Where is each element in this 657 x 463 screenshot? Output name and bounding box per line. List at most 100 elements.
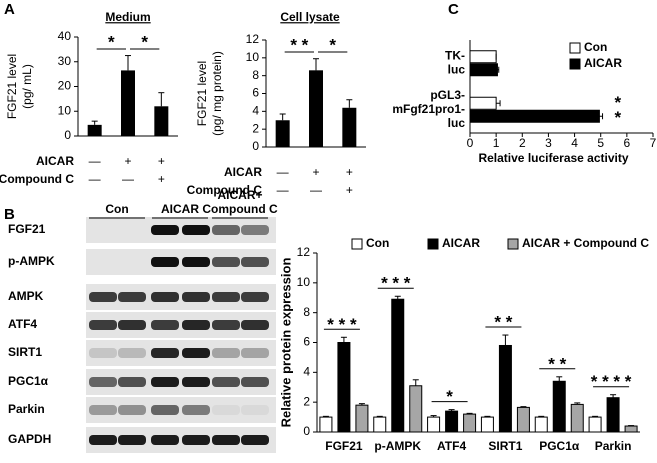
blot-band	[151, 377, 179, 387]
blot-strip	[86, 340, 276, 366]
significance-label: *	[446, 387, 453, 406]
y-axis-label: (pg/ mg protein)	[210, 51, 224, 136]
treatment-label: AICAR	[224, 165, 262, 179]
blot-row-label: ATF4	[8, 317, 37, 331]
blot-band	[241, 435, 269, 445]
blot-band	[118, 348, 146, 358]
x-tick-label: PGC1α	[539, 439, 580, 453]
bar	[427, 416, 441, 433]
blot-band	[241, 348, 269, 358]
blot-band	[212, 320, 240, 330]
blot-band	[182, 435, 210, 445]
treatment-mark: +	[158, 172, 165, 186]
bar	[275, 120, 290, 147]
blot-band	[212, 257, 240, 267]
x-tick-label: 4	[571, 136, 578, 150]
significance-label: * *	[548, 354, 566, 373]
legend-swatch	[427, 238, 439, 250]
blot-band	[89, 435, 117, 445]
y-axis-label: Relative protein expression	[278, 258, 293, 428]
x-tick-label: 7	[650, 136, 657, 150]
legend-swatch	[507, 238, 519, 250]
bar	[342, 107, 357, 147]
y-tick-label: 0	[252, 139, 259, 153]
x-tick-label: Parkin	[595, 439, 632, 453]
blot-column-label: Compound C	[202, 202, 278, 216]
treatment-label: AICAR	[36, 154, 74, 168]
blot-row-label: FGF21	[8, 222, 46, 236]
blot-band	[182, 320, 210, 330]
y-tick-label: mFgf21pro1-	[392, 102, 465, 116]
treatment-mark: +	[346, 165, 353, 179]
y-tick-label: 4	[252, 104, 259, 118]
blot-band	[151, 225, 179, 235]
blot-band	[118, 377, 146, 387]
significance-label: * *	[615, 93, 622, 127]
x-tick-label: 5	[597, 136, 604, 150]
treatment-mark: +	[124, 154, 131, 168]
y-tick-label: 6	[252, 86, 259, 100]
blot-column-label: AICAR	[161, 202, 199, 216]
x-tick-label: 1	[493, 136, 500, 150]
y-axis-label: FGF21 level	[195, 61, 209, 126]
bar	[606, 397, 620, 433]
y-tick-label: 0	[64, 128, 71, 142]
bar	[154, 106, 169, 136]
bar	[624, 425, 638, 433]
blot-band	[118, 405, 146, 415]
significance-label: * * *	[327, 315, 357, 334]
legend-swatch	[351, 238, 363, 250]
blot-band	[89, 292, 117, 302]
legend-label: AICAR	[584, 56, 622, 70]
legend-label: AICAR	[442, 236, 480, 250]
blot-row-label: PGC1α	[8, 374, 49, 388]
blot-band	[151, 405, 179, 415]
blot-band	[118, 320, 146, 330]
y-tick-label: luc	[448, 116, 466, 130]
y-tick-label: pGL3-	[430, 88, 465, 102]
panel-label: A	[4, 1, 15, 18]
bar	[516, 406, 530, 433]
blot-band	[89, 405, 117, 415]
blot-band	[212, 292, 240, 302]
bar	[469, 96, 497, 110]
bar	[409, 385, 423, 433]
x-tick-label: SIRT1	[488, 439, 522, 453]
blot-band	[182, 377, 210, 387]
blot-row-label: SIRT1	[8, 345, 42, 359]
x-tick-label: FGF21	[325, 439, 363, 453]
blot-band	[241, 320, 269, 330]
significance-label: * *	[290, 35, 308, 54]
bar	[319, 416, 333, 433]
bar	[570, 403, 584, 433]
y-tick-label: 4	[303, 365, 310, 379]
bar	[498, 344, 512, 433]
bar	[552, 380, 566, 433]
bar	[445, 410, 459, 433]
treatment-mark: +	[158, 154, 165, 168]
bar	[337, 342, 351, 433]
y-tick-label: 30	[58, 54, 72, 68]
treatment-mark: —	[277, 165, 289, 179]
y-tick-label: 2	[303, 394, 310, 408]
blot-band	[212, 405, 240, 415]
y-tick-label: luc	[448, 62, 466, 76]
panel-label: B	[4, 206, 15, 223]
blot-band	[151, 257, 179, 267]
treatment-mark: —	[89, 154, 101, 168]
blot-band	[89, 320, 117, 330]
chart-title: Medium	[105, 10, 150, 24]
treatment-mark: —	[310, 183, 322, 197]
y-tick-label: 40	[58, 29, 72, 43]
significance-star: *	[615, 108, 622, 127]
significance-star: *	[615, 93, 622, 112]
blot-band	[118, 292, 146, 302]
blot-band	[182, 225, 210, 235]
blot-band	[241, 405, 269, 415]
significance-label: * * * *	[591, 372, 632, 391]
treatment-mark: —	[122, 172, 134, 186]
bar	[480, 416, 494, 433]
significance-label: *	[141, 32, 148, 51]
blot-row-label: AMPK	[8, 289, 44, 303]
blot-band	[212, 225, 240, 235]
